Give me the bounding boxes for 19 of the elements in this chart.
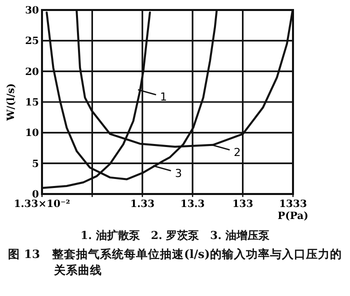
text: 图 13 整套抽气系统每单位抽速(l/s)的输入功率与入口压力的关系曲线	[8, 246, 342, 278]
x-tick-label: 1.33	[130, 199, 155, 210]
annotation: 1	[160, 90, 168, 104]
y-tick-label: 0	[32, 190, 40, 200]
y-tick-label: 10	[25, 128, 40, 140]
y-tick-label: 5	[32, 158, 40, 170]
annotation: 2	[234, 146, 241, 159]
y-tick-label: 20	[25, 66, 40, 78]
y-axis-title: W/(l/s)	[6, 83, 17, 122]
y-tick-label: 15	[25, 98, 40, 108]
text: 1. 油扩散泵 2. 罗茨泵 3. 油增压泵	[80, 228, 270, 243]
x-tick-label: 1.33×10⁻²	[14, 199, 70, 210]
x-axis-title: P(Pa)	[278, 211, 308, 222]
y-tick-label: 25	[25, 36, 40, 48]
x-tick-label: 1333	[279, 199, 307, 210]
x-tick-label: 13.3	[180, 199, 205, 210]
x-tick-label: 133	[232, 199, 254, 210]
y-tick-label: 30	[25, 6, 40, 16]
annotation: 3	[174, 166, 182, 180]
